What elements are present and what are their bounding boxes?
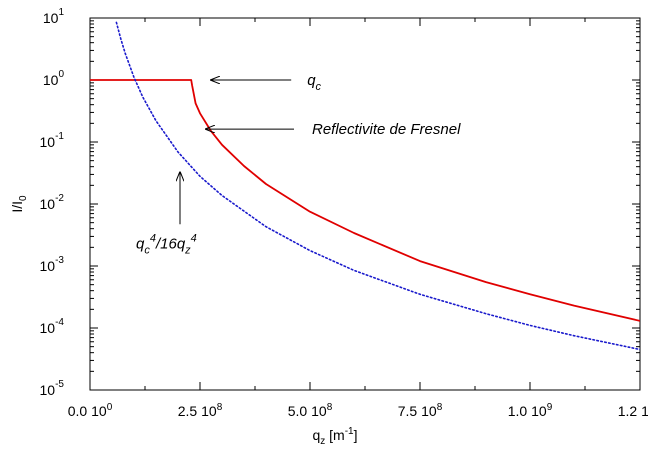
y-tick-label: 101 xyxy=(43,7,65,26)
x-axis-label: qz [m-1] xyxy=(312,426,357,447)
y-tick-label: 10-2 xyxy=(40,193,65,212)
x-tick-label: 1.2 109 xyxy=(618,402,648,419)
plot-frame xyxy=(89,17,641,391)
qc-annotation: qc xyxy=(307,72,321,93)
axis-ticks: 0.0 100 2.5 108 5.0 108 7.5 108 1.0 109 1.2 1… xyxy=(40,7,648,419)
x-tick-label: 7.5 108 xyxy=(398,402,443,419)
x-tick-label: 0.0 100 xyxy=(68,402,113,419)
y-tick-label: 10-4 xyxy=(40,317,65,336)
x-tick-label: 1.0 109 xyxy=(508,402,553,419)
fresnel-series-line xyxy=(90,79,640,322)
asymptote-annotation: qc4/16qz4 xyxy=(136,232,197,256)
x-tick-label: 2.5 108 xyxy=(178,402,223,419)
axis-labels: qz [m-1] I/I0 xyxy=(9,195,358,447)
y-tick-label: 10-3 xyxy=(40,255,65,274)
y-tick-label: 100 xyxy=(43,69,65,88)
plot-area xyxy=(89,17,641,391)
annotations: qc Reflectivite de Fresnel qc4/16qz4 xyxy=(136,72,461,256)
fresnel-annotation: Reflectivite de Fresnel xyxy=(312,121,461,138)
y-tick-label: 10-5 xyxy=(40,379,65,398)
x-tick-label: 5.0 108 xyxy=(288,402,333,419)
asymptote-series-line xyxy=(115,21,640,351)
series-layer xyxy=(90,21,640,351)
y-tick-label: 10-1 xyxy=(40,131,65,150)
y-axis-label: I/I0 xyxy=(9,195,29,213)
